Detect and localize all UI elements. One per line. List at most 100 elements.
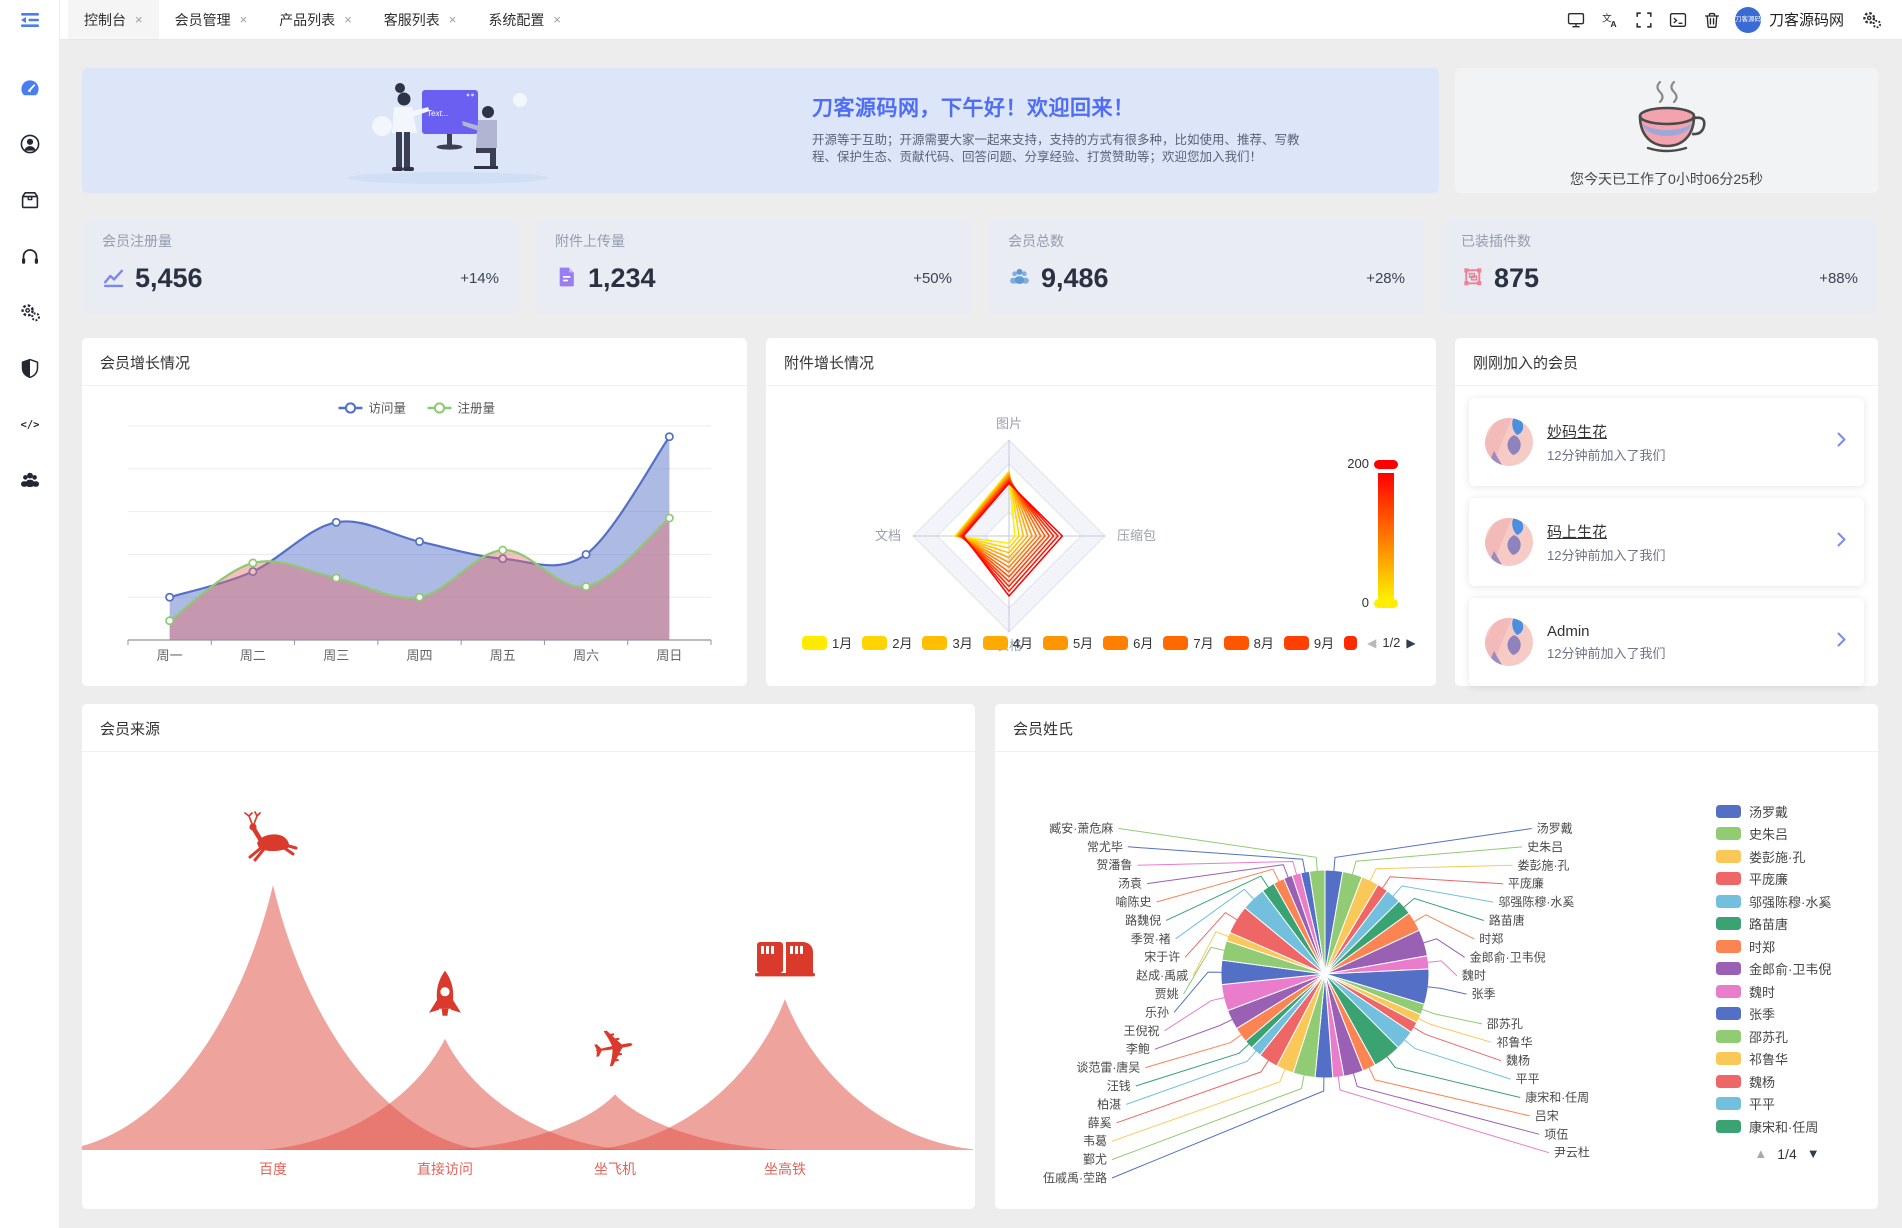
legend-label: 汤罗戴 <box>1749 804 1789 820</box>
radar-legend-item[interactable]: 5月 <box>1042 633 1093 652</box>
pie-legend-pager: ▲ 1/4 ▼ <box>1716 1146 1858 1162</box>
legend-swatch <box>1716 1119 1741 1133</box>
sidebar-toggle-button[interactable] <box>0 0 60 40</box>
svg-text:访问量: 访问量 <box>369 402 407 416</box>
svg-text:文: 文 <box>1602 12 1612 24</box>
user-brand[interactable]: 刀客源码 刀客源码网 <box>1734 6 1844 33</box>
tab-3[interactable]: 产品列表 × <box>263 0 368 39</box>
radar-legend-item[interactable]: 6月 <box>1103 633 1153 652</box>
pie-legend-item[interactable]: 平庞廉 <box>1716 868 1858 891</box>
pie-legend-item[interactable]: 史朱吕 <box>1716 823 1858 846</box>
tab-close-icon[interactable]: × <box>344 12 352 27</box>
sidebar-item-users[interactable] <box>10 460 50 500</box>
pie-legend-item[interactable]: 祁鲁华 <box>1716 1048 1858 1071</box>
chevron-right-icon[interactable] <box>1837 532 1846 552</box>
member-item-1[interactable]: 妙码生花 12分钟前加入了我们 <box>1469 398 1864 486</box>
visualmap-handle-min[interactable] <box>1374 599 1398 608</box>
radar-legend-item[interactable]: 3月 <box>922 633 973 652</box>
pie-legend-item[interactable]: 路苗唐 <box>1716 913 1858 936</box>
svg-text:时郑: 时郑 <box>1479 931 1503 946</box>
legend-up-icon[interactable]: ▲ <box>1754 1146 1768 1161</box>
tab-close-icon[interactable]: × <box>239 12 248 27</box>
visualmap-handle-max[interactable] <box>1374 460 1398 469</box>
pie-legend-item[interactable]: 平平 <box>1716 1093 1858 1116</box>
fullscreen-button[interactable] <box>1627 0 1661 40</box>
sidebar-item-user[interactable] <box>10 124 50 164</box>
legend-swatch <box>1716 939 1741 953</box>
brand-name: 刀客源码网 <box>1768 12 1844 29</box>
member-item-3[interactable]: Admin 12分钟前加入了我们 <box>1469 598 1864 686</box>
radar-legend-item[interactable]: 1月 <box>802 633 852 652</box>
sidebar-item-package[interactable] <box>10 180 50 220</box>
legend-label: 娄彭施·孔 <box>1749 849 1806 865</box>
radar-legend-item-cut[interactable] <box>1344 635 1358 650</box>
radar-legend-item[interactable]: 7月 <box>1163 633 1214 652</box>
new-members-list: 妙码生花 12分钟前加入了我们 码上生花 12分钟前加入了我们 Admin 12分钟前… <box>1455 386 1878 698</box>
tab-close-icon[interactable]: × <box>553 12 561 27</box>
pie-legend-item[interactable]: 魏时 <box>1716 980 1858 1003</box>
settings-gears-icon[interactable] <box>1854 0 1888 40</box>
legend-swatch <box>982 635 1008 650</box>
member-growth-title: 会员增长情况 <box>82 338 747 386</box>
work-time-text: 您今天已工作了0小时06分25秒 <box>1570 171 1763 187</box>
legend-swatch <box>1716 827 1741 841</box>
tab-1[interactable]: 控制台 × <box>68 0 159 39</box>
chevron-right-icon[interactable] <box>1837 632 1846 652</box>
terminal-button[interactable] <box>1661 0 1695 40</box>
radar-legend-item[interactable]: 8月 <box>1223 633 1274 652</box>
stat-label: 附件上传量 <box>555 233 625 249</box>
headset-icon <box>21 249 38 264</box>
legend-down-icon[interactable]: ▼ <box>1806 1146 1820 1161</box>
monitor-button[interactable] <box>1559 0 1593 40</box>
legend-swatch <box>1716 984 1741 998</box>
sidebar-item-code[interactable]: </> <box>10 404 50 444</box>
svg-text:平平: 平平 <box>1516 1072 1540 1086</box>
chevron-right-icon[interactable] <box>1837 432 1846 452</box>
legend-label: 时郑 <box>1749 939 1776 955</box>
svg-text:魏时: 魏时 <box>1462 968 1486 983</box>
member-item-2[interactable]: 码上生花 12分钟前加入了我们 <box>1469 498 1864 586</box>
file-icon <box>555 265 578 293</box>
svg-text:祁鲁华: 祁鲁华 <box>1496 1034 1532 1049</box>
line-legend[interactable]: 访问量 注册量 <box>338 401 496 416</box>
sidebar: </> <box>0 0 60 1228</box>
tab-5[interactable]: 系统配置 × <box>472 0 577 39</box>
tab-2[interactable]: 会员管理 × <box>159 0 264 39</box>
pie-legend-item[interactable]: 康宋和·任周 <box>1716 1115 1858 1138</box>
svg-text:贾姚: 贾姚 <box>1155 987 1179 1001</box>
legend-label: 康宋和·任周 <box>1749 1119 1819 1135</box>
tab-4[interactable]: 客服列表 × <box>368 0 473 39</box>
svg-text:坐飞机: 坐飞机 <box>594 1161 636 1177</box>
svg-text:200: 200 <box>1347 456 1369 471</box>
stat-label: 已装插件数 <box>1461 233 1531 249</box>
member-meta: 妙码生花 12分钟前加入了我们 <box>1547 421 1665 464</box>
pie-legend-item[interactable]: 魏杨 <box>1716 1070 1858 1093</box>
sidebar-item-gears[interactable] <box>10 292 50 332</box>
pie-legend-item[interactable]: 邬强陈穆·水奚 <box>1716 890 1858 913</box>
radar-legend-item[interactable]: 4月 <box>982 633 1033 652</box>
tab-close-icon[interactable]: × <box>135 12 143 27</box>
sidebar-item-shield[interactable] <box>10 348 50 388</box>
radar-legend-item[interactable]: 9月 <box>1283 633 1334 652</box>
trash-button[interactable] <box>1695 0 1729 40</box>
pie-legend-item[interactable]: 时郑 <box>1716 935 1858 958</box>
legend-prev-icon[interactable]: ◀ <box>1367 635 1377 650</box>
stat-main: 5,456 +14% <box>102 263 499 294</box>
stat-value: 875 <box>1494 263 1540 293</box>
svg-text:史朱吕: 史朱吕 <box>1527 840 1563 854</box>
pie-legend-item[interactable]: 张季 <box>1716 1003 1858 1026</box>
sidebar-item-headset[interactable] <box>10 236 50 276</box>
stat-main: 875 +88% <box>1461 263 1858 294</box>
pie-legend-item[interactable]: 邵苏孔 <box>1716 1025 1858 1048</box>
sidebar-item-dashboard[interactable] <box>10 68 50 108</box>
tab-close-icon[interactable]: × <box>448 12 457 27</box>
gears-icon <box>20 304 40 322</box>
legend-swatch <box>802 635 827 650</box>
radar-legend-item[interactable]: 2月 <box>862 633 912 652</box>
pie-legend-item[interactable]: 金郎俞·卫韦倪 <box>1716 958 1858 981</box>
legend-next-icon[interactable]: ▶ <box>1406 635 1416 650</box>
chart-line-icon <box>102 265 125 293</box>
pie-legend-item[interactable]: 汤罗戴 <box>1716 800 1858 823</box>
pie-legend-item[interactable]: 娄彭施·孔 <box>1716 845 1858 868</box>
